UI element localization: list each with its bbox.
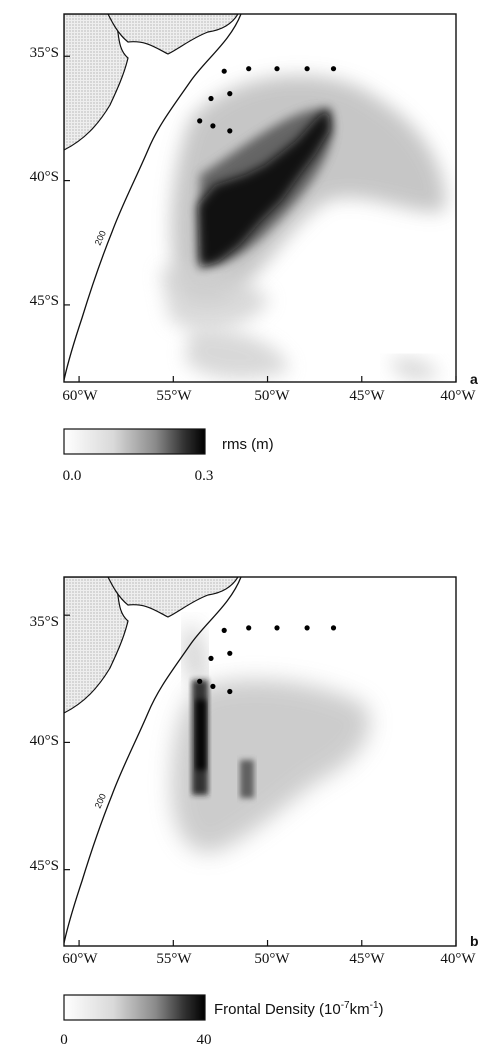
panel-a-lon-55: 55°W: [156, 388, 192, 404]
panel-b-colorbar-min: 0: [60, 1032, 68, 1048]
panel-a-lon-45: 45°W: [349, 388, 385, 404]
panel-b-letter: b: [470, 933, 479, 949]
panel-b-station-3: [274, 625, 280, 631]
panel-a-rms-field: [160, 75, 446, 380]
panel-a-lon-40: 40°W: [440, 388, 476, 404]
panel-a-station-4: [304, 66, 310, 72]
panel-b-frame: [63, 576, 457, 947]
panel-b-land-west: [64, 577, 129, 714]
panel-a: 200 35°S 40°S 45°S 60°W 55°W 50°W 45°W 4…: [30, 13, 478, 484]
panel-b-land-north: [107, 577, 239, 618]
panel-a-colorbar-min: 0.0: [63, 468, 82, 484]
panel-a-colorbar: [63, 428, 206, 455]
panel-b-lon-60: 60°W: [62, 951, 98, 967]
panel-a-lon-60: 60°W: [62, 388, 98, 404]
panel-a-station-6: [208, 95, 214, 102]
panel-b: 200 35°S 40°S 45°S 60°W 55°W 50°W 45°W 4…: [30, 576, 479, 1048]
panel-b-ticks: [64, 614, 457, 946]
panel-b-lon-55: 55°W: [156, 951, 192, 967]
panel-b-lon-45: 45°W: [349, 951, 385, 967]
panel-b-colorbar-label-main: Frontal Density (10: [214, 1001, 341, 1018]
panel-a-lat-45: 45°S: [30, 293, 59, 309]
panel-a-frame: [63, 13, 457, 383]
panel-a-colorbar-max: 0.3: [195, 468, 214, 484]
panel-b-map: 200: [64, 577, 456, 946]
panel-a-lat-40: 40°S: [30, 169, 59, 185]
panel-b-station-1: [221, 627, 227, 634]
panel-a-lon-50: 50°W: [254, 388, 290, 404]
panel-b-lat-35: 35°S: [30, 614, 59, 630]
panel-b-colorbar: [63, 994, 206, 1021]
panel-a-stations: [197, 66, 337, 134]
panel-a-station-7: [227, 91, 233, 97]
panel-b-density-field: [171, 624, 370, 853]
panel-b-lon-50: 50°W: [254, 951, 290, 967]
panel-a-station-2: [246, 66, 252, 72]
panel-b-colorbar-label: Frontal Density (10-7km-1): [214, 1000, 384, 1018]
panel-a-colorbar-label: rms (m): [222, 436, 274, 453]
panel-a-land-west: [64, 14, 129, 151]
panel-a-station-9: [210, 123, 216, 129]
panel-a-station-8: [197, 118, 203, 124]
panel-a-station-1: [221, 68, 227, 74]
panel-b-station-9: [210, 683, 216, 690]
panel-b-station-8: [197, 678, 203, 684]
panel-b-station-5: [330, 625, 337, 631]
panel-b-station-6: [208, 655, 214, 662]
panel-b-colorbar-label-sup2: -1: [370, 1000, 379, 1011]
panel-b-lat-40: 40°S: [30, 733, 59, 749]
panel-a-station-3: [274, 66, 280, 72]
panel-b-colorbar-max: 40: [197, 1032, 212, 1048]
panel-b-colorbar-label-unit: km: [350, 1001, 370, 1018]
panel-b-stations: [197, 625, 337, 695]
panel-a-land-north: [107, 14, 239, 55]
panel-a-letter: a: [470, 371, 478, 387]
panel-b-station-10: [227, 688, 233, 695]
panel-b-isobath-200: [64, 577, 242, 944]
panel-b-colorbar-label-close: ): [379, 1001, 384, 1018]
panel-b-station-4: [304, 625, 310, 631]
panel-b-lon-40: 40°W: [440, 951, 476, 967]
panel-a-lat-35: 35°S: [30, 45, 59, 61]
panel-b-colorbar-label-sup: -7: [341, 1000, 350, 1011]
panel-a-station-5: [330, 66, 337, 72]
panel-b-station-2: [246, 625, 252, 631]
panel-a-isobath-200: [64, 14, 242, 381]
panel-a-ticks: [64, 55, 457, 382]
panel-a-map: 200: [64, 14, 456, 382]
panel-b-station-7: [227, 650, 233, 656]
panel-b-lat-45: 45°S: [30, 858, 59, 874]
panel-a-station-10: [227, 128, 233, 134]
